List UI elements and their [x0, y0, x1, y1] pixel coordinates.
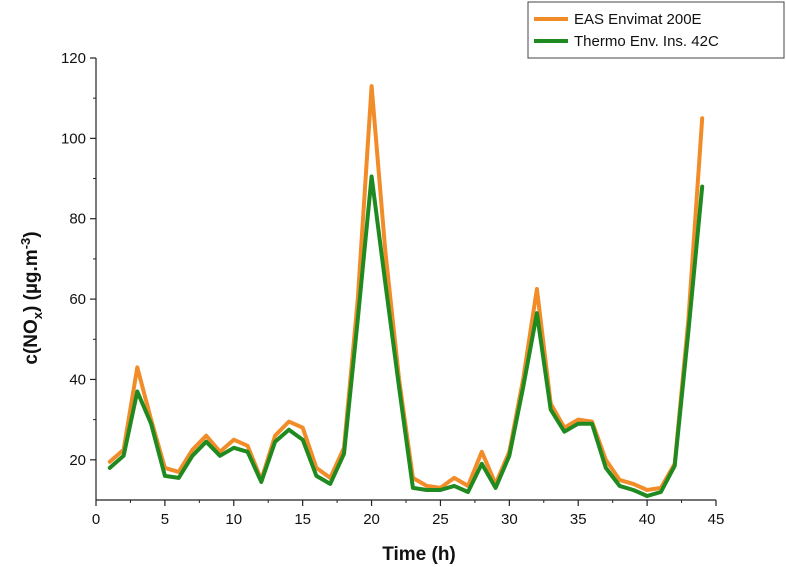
legend-label-2: Thermo Env. Ins. 42C: [574, 33, 719, 50]
x-tick-label: 15: [294, 511, 311, 528]
legend-label-1: EAS Envimat 200E: [574, 11, 702, 28]
axes-layer: [95, 58, 716, 501]
x-tick-label: 20: [363, 511, 380, 528]
x-tick-label: 35: [570, 511, 587, 528]
ticks-layer: 0 5 10 15 20 25 30 35 40 45 20 40 60 80 100 120: [61, 50, 724, 528]
x-axis-title: Time (h): [382, 544, 456, 565]
y-tick-label: 20: [69, 452, 86, 469]
y-axis-title-superscript: -3: [18, 238, 33, 250]
x-tick-label: 25: [432, 511, 449, 528]
y-axis-title: c(NOx) (µg.m-3): [18, 231, 45, 364]
x-tick-label: 45: [708, 511, 725, 528]
y-axis-title-middle: ) (µg.m: [21, 249, 42, 312]
series-layer: [107, 84, 705, 498]
legend: EAS Envimat 200E Thermo Env. Ins. 42C: [527, 1, 785, 59]
y-tick-label: 60: [69, 291, 86, 308]
x-tick-label: 0: [92, 511, 100, 528]
legend-box: [527, 1, 785, 59]
y-tick-label: 80: [69, 211, 86, 228]
x-tick-label: 10: [225, 511, 242, 528]
y-axis-title-suffix: ): [21, 231, 42, 237]
y-axis-title-prefix: c(NO: [21, 319, 42, 364]
y-tick-label: 100: [61, 130, 86, 147]
x-tick-label: 30: [501, 511, 518, 528]
y-tick-label: 120: [61, 50, 86, 67]
y-tick-label: 40: [69, 371, 86, 388]
x-tick-label: 5: [161, 511, 169, 528]
series-line-2: [107, 174, 705, 498]
x-tick-label: 40: [639, 511, 656, 528]
y-axis-title-subscript: x: [30, 311, 45, 319]
